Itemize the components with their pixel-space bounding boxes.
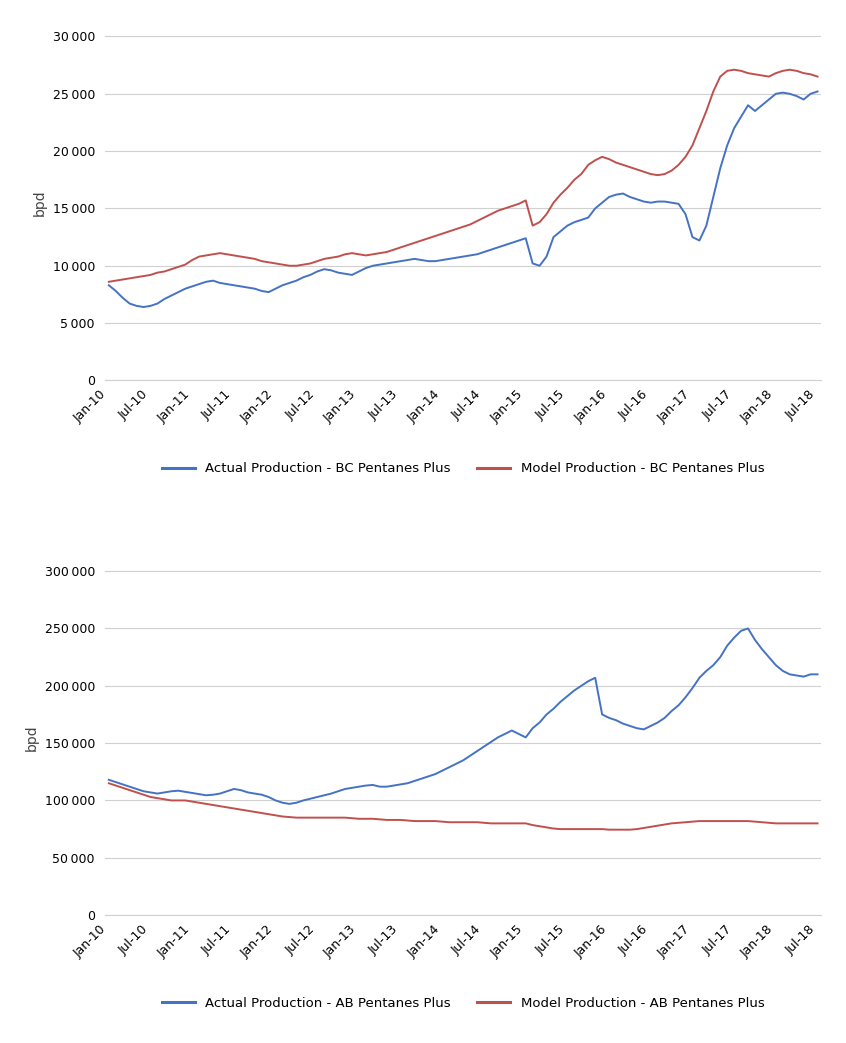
- Legend: Actual Production - AB Pentanes Plus, Model Production - AB Pentanes Plus: Actual Production - AB Pentanes Plus, Mo…: [157, 992, 770, 1015]
- Y-axis label: bpd: bpd: [33, 190, 47, 216]
- Y-axis label: bpd: bpd: [25, 724, 39, 751]
- Legend: Actual Production - BC Pentanes Plus, Model Production - BC Pentanes Plus: Actual Production - BC Pentanes Plus, Mo…: [157, 457, 770, 481]
